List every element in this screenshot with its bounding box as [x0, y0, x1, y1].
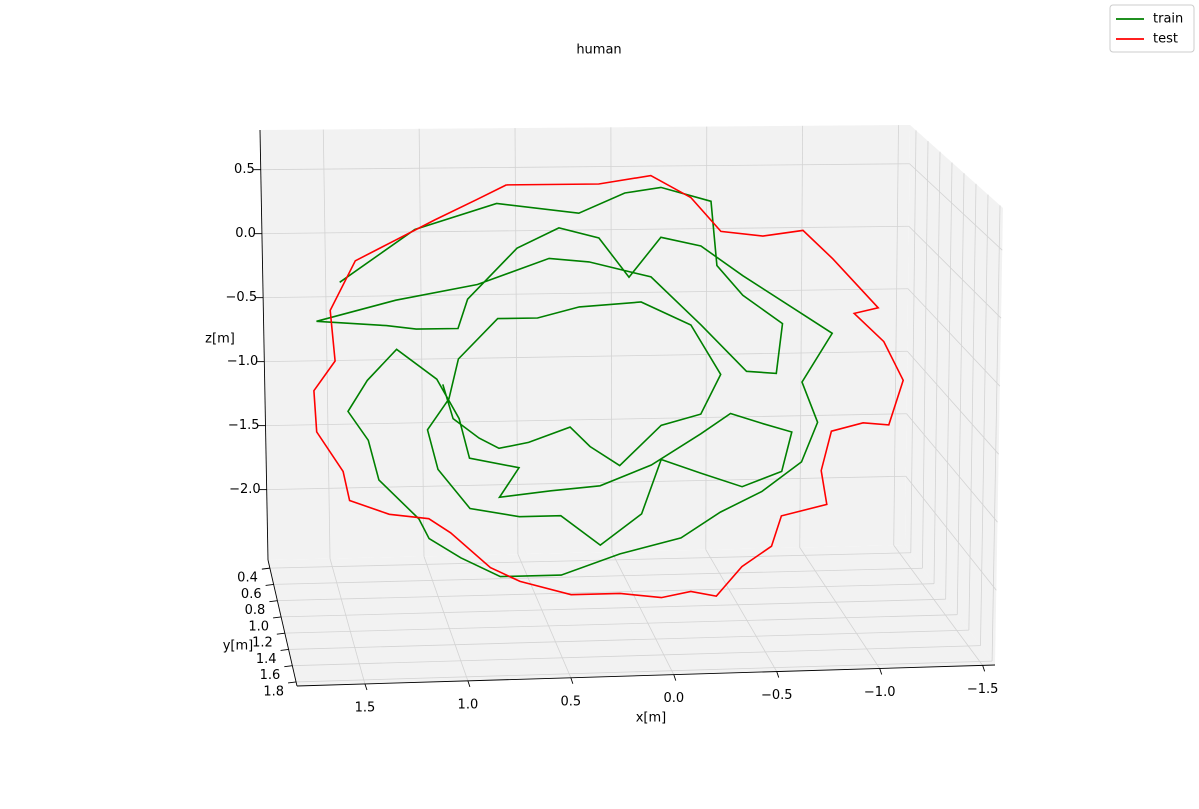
y-tick-label: 1.8: [263, 684, 284, 699]
legend-label: train: [1153, 12, 1183, 27]
z-tick-label: 0.5: [234, 162, 255, 177]
tick-mark: [265, 583, 274, 586]
y-tick-label: 1.4: [256, 652, 277, 667]
grid-line: [269, 552, 911, 569]
grid-line: [418, 128, 425, 557]
grid-line: [322, 129, 331, 559]
y-axis-label: y[m]: [223, 639, 254, 654]
grid-line: [265, 413, 907, 427]
grid-line: [980, 194, 989, 646]
x-tick-label: 1.0: [458, 697, 479, 712]
plot-area: 1.5 1.0 0.5 0.0 −0.5 −1.0 −1.50.40.60.81.01.21…: [226, 4, 1195, 715]
y-tick-label: 1.0: [248, 619, 269, 634]
grid-line: [514, 128, 519, 555]
grid-line: [906, 413, 998, 523]
grid-line: [296, 660, 993, 683]
grid-line: [517, 553, 572, 678]
x-tick-label: −1.5: [967, 682, 999, 697]
grid-line: [908, 225, 1002, 319]
grid-line: [266, 475, 906, 491]
grid-line: [264, 350, 908, 363]
grid-line: [968, 183, 977, 631]
grid-line: [329, 558, 366, 685]
y-tick-label: 1.2: [252, 636, 273, 651]
y-tick-label: 0.8: [245, 603, 266, 618]
tick-mark: [280, 648, 289, 651]
tick-mark: [467, 680, 471, 688]
trajectory: [316, 186, 834, 578]
grid-line: [905, 476, 997, 591]
z-tick-label: −2.0: [229, 482, 261, 497]
tick-mark: [276, 632, 285, 635]
grid-line: [273, 567, 923, 585]
grid-line: [922, 141, 929, 569]
grid-line: [991, 205, 1001, 662]
grid-line: [261, 225, 909, 235]
z-axis-line: [259, 129, 269, 561]
legend-box: [1109, 4, 1195, 53]
floor-pane: [268, 545, 995, 686]
tick-mark: [273, 616, 282, 619]
tick-mark: [879, 668, 883, 675]
trajectory: [313, 174, 905, 599]
grid-line: [907, 288, 1001, 387]
y-tick-label: 0.6: [241, 587, 262, 602]
grid-line: [277, 583, 935, 602]
x-tick-label: 1.5: [355, 700, 376, 715]
tick-mark: [364, 683, 368, 691]
grid-line: [907, 350, 999, 455]
grid-line: [893, 125, 899, 546]
side-pane: [905, 125, 1003, 665]
grid-line: [799, 125, 804, 548]
z-tick-label: 0.0: [235, 226, 256, 241]
grid-line: [909, 163, 1003, 251]
grid-line: [611, 551, 675, 675]
y-tick-label: 0.4: [237, 571, 258, 586]
x-tick-label: −0.5: [761, 688, 793, 703]
legend-label: test: [1153, 32, 1178, 47]
grid-line: [705, 549, 778, 672]
grid-line: [260, 163, 910, 171]
x-tick-label: 0.0: [663, 691, 684, 706]
z-axis-label: z[m]: [205, 332, 235, 347]
x-tick-label: 0.5: [561, 694, 582, 709]
tick-mark: [284, 665, 293, 668]
back-pane: [260, 125, 910, 560]
grid-line: [799, 547, 881, 669]
grid-line: [893, 545, 983, 666]
x-axis-label: x[m]: [636, 711, 667, 726]
x-axis-line: [296, 664, 996, 687]
tick-mark: [776, 671, 780, 678]
grid-line: [910, 130, 917, 553]
tick-mark: [269, 600, 278, 603]
grid-line: [263, 288, 909, 299]
tick-mark: [982, 665, 986, 672]
z-tick-label: −1.5: [228, 418, 260, 433]
grid-line: [956, 173, 965, 615]
grid-line: [705, 126, 708, 550]
tick-mark: [288, 681, 297, 684]
grid-line: [945, 162, 953, 600]
grid-line: [423, 556, 469, 681]
grid-line: [933, 151, 941, 584]
tick-mark: [673, 674, 677, 681]
y-tick-label: 1.6: [260, 668, 281, 683]
y-axis-line: [267, 559, 298, 687]
x-tick-label: −1.0: [864, 685, 896, 700]
grid-line: [284, 614, 958, 634]
z-tick-label: −1.0: [227, 354, 259, 369]
grid-line: [292, 645, 981, 667]
tick-mark: [570, 677, 574, 684]
grid-line: [288, 629, 969, 650]
tick-mark: [261, 567, 270, 570]
z-tick-label: −0.5: [226, 290, 258, 305]
grid-line: [281, 598, 946, 618]
chart-title: human: [576, 43, 621, 58]
